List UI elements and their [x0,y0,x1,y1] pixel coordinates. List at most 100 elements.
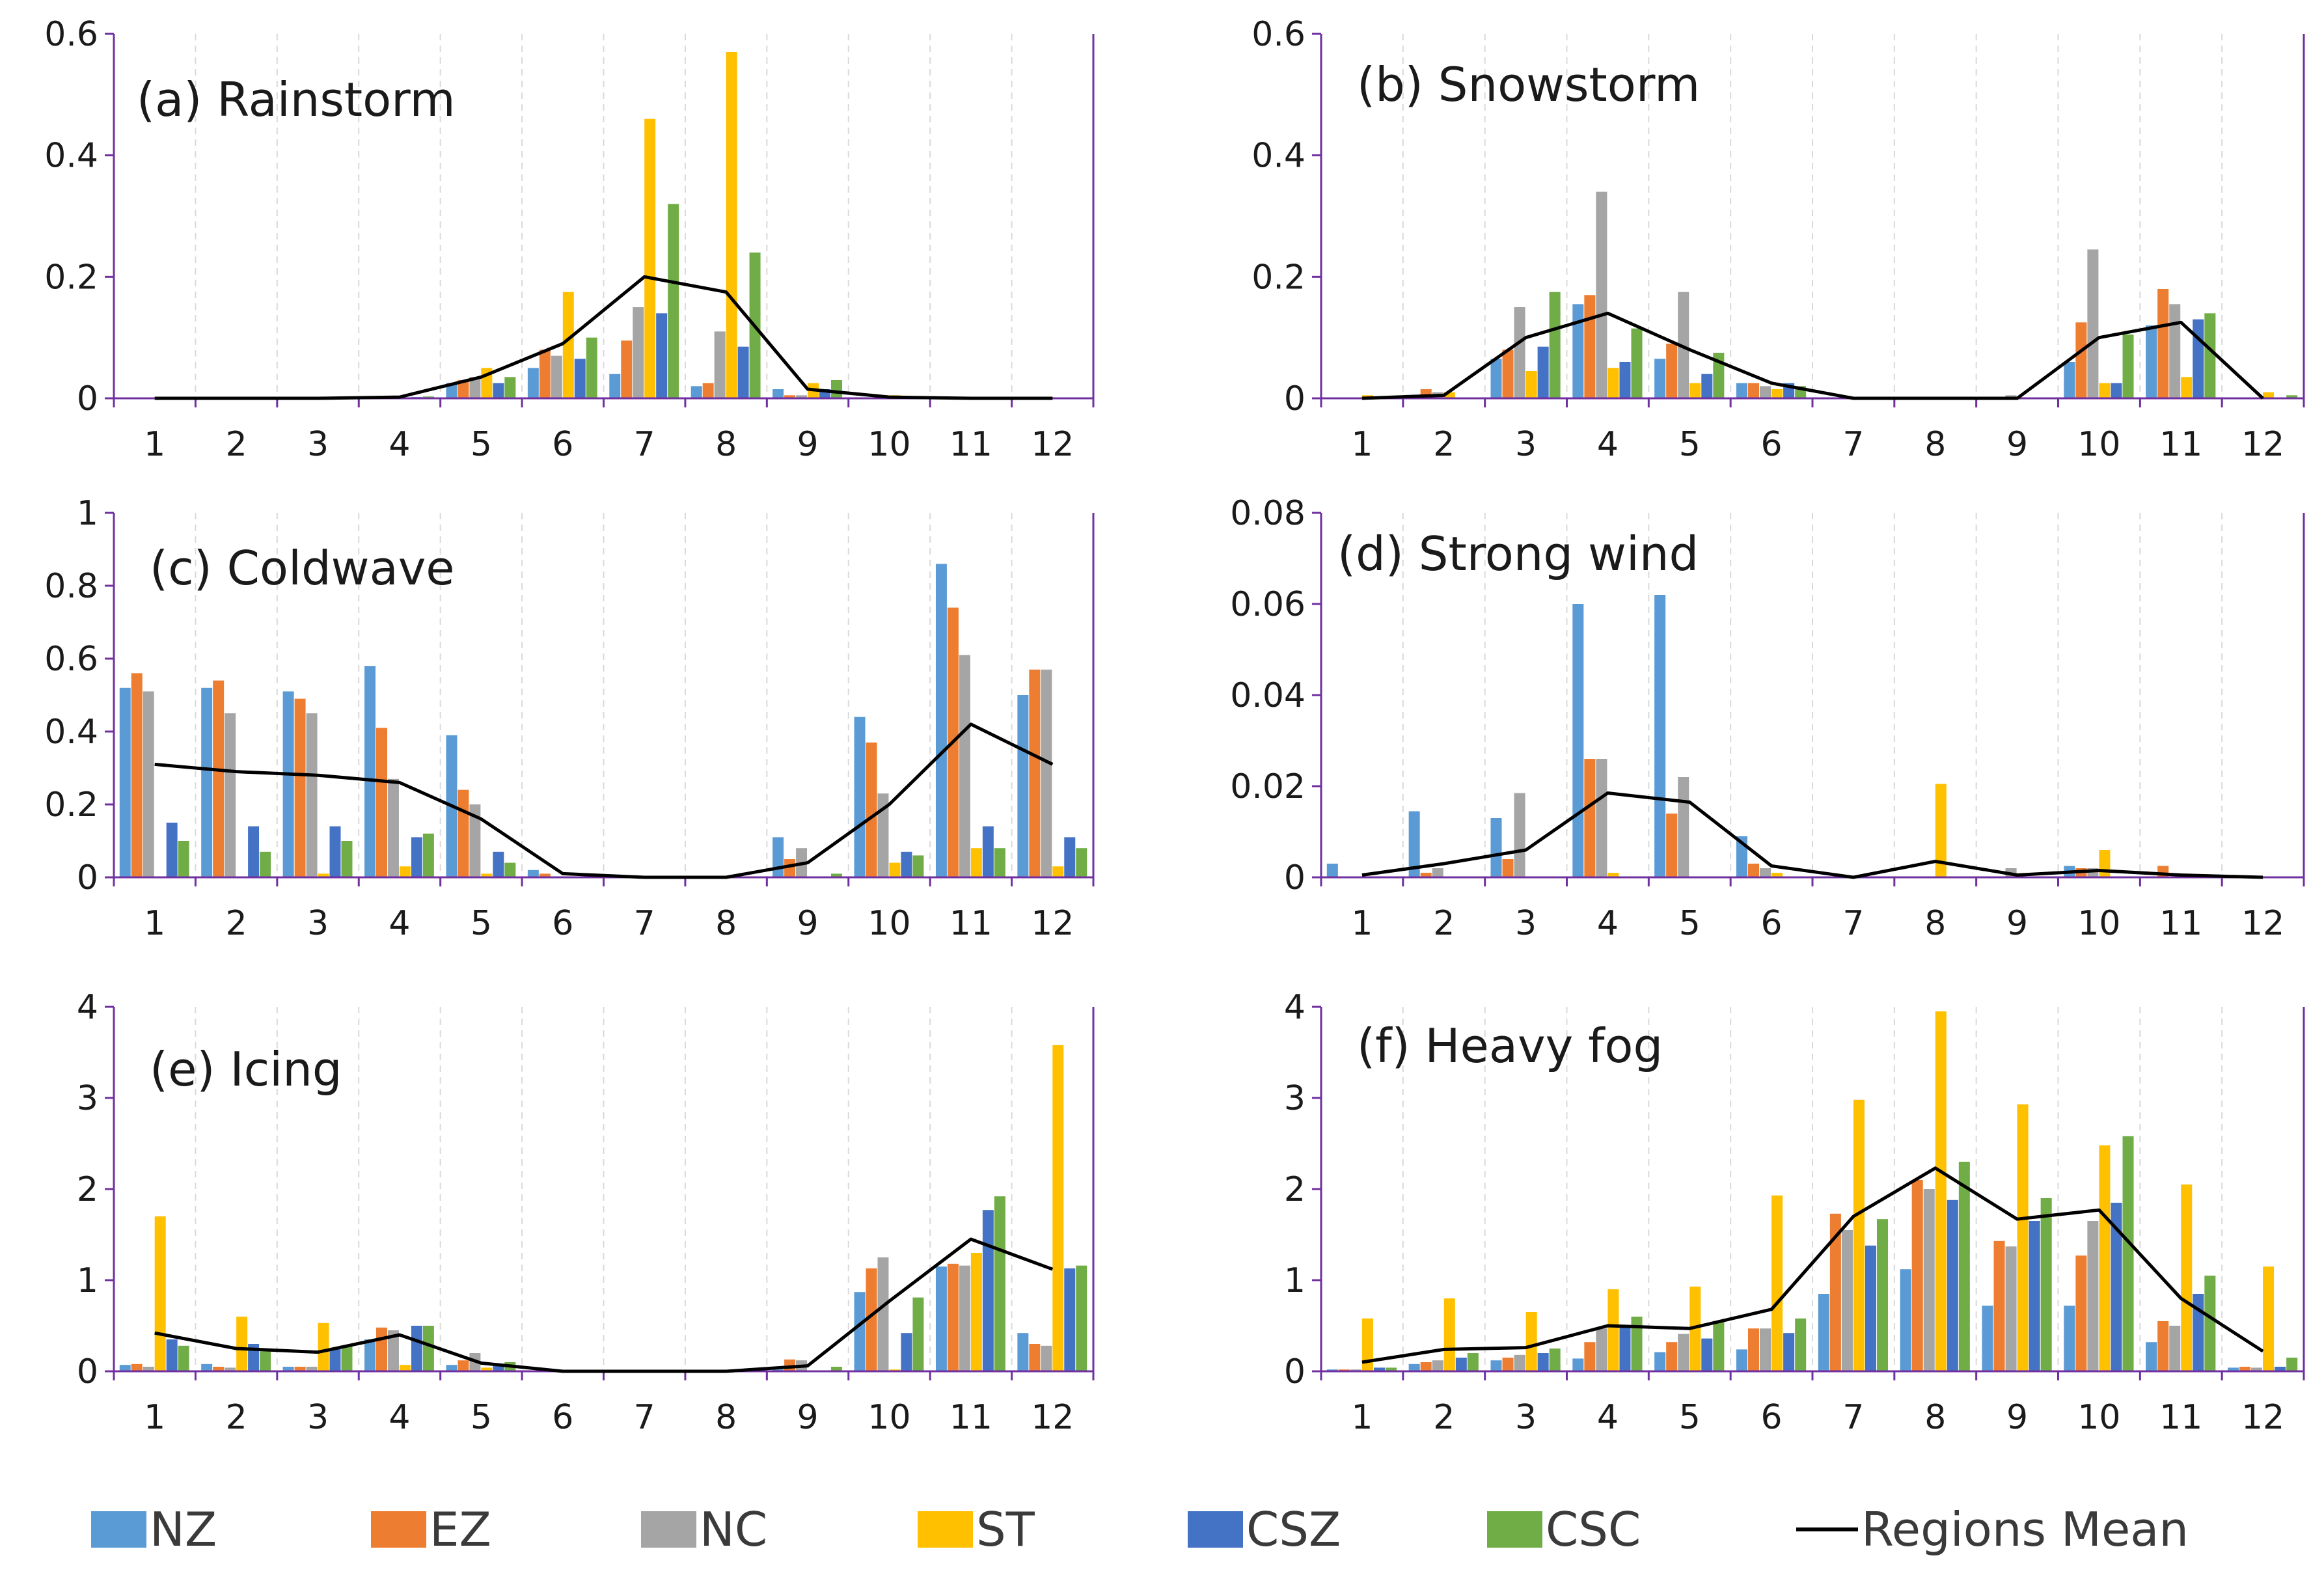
bar-csc-month-3 [341,841,353,877]
x-tick-label: 2 [226,904,247,943]
bar-csc-month-10 [912,1297,924,1371]
bar-ez-month-5 [458,380,469,398]
y-tick-label: 0.6 [44,640,98,679]
y-tick-label: 0.2 [44,258,98,297]
x-tick-label: 12 [2241,425,2284,464]
bar-st-month-6 [1771,1195,1783,1371]
bar-nc-month-1 [143,1367,154,1371]
bar-nc-month-3 [1514,307,1525,398]
bar-nz-month-5 [446,383,458,398]
bar-ez-month-8 [1911,1180,1923,1371]
bar-csc-month-11 [994,1196,1005,1371]
bar-csz-month-1 [166,823,178,877]
bar-st-month-8 [1935,784,1947,877]
bar-ez-month-5 [1666,344,1678,398]
x-tick-label: 1 [1351,904,1373,943]
bar-st-month-12 [1052,1045,1064,1371]
bar-ez-month-3 [1502,1358,1514,1371]
x-tick-label: 9 [2006,904,2028,943]
bar-st-month-6 [1771,389,1783,398]
bar-csz-month-5 [493,383,504,398]
y-tick-label: 0 [77,379,98,418]
y-tick-label: 0.8 [44,567,98,606]
legend-swatch-ez [371,1511,426,1548]
bar-csc-month-5 [504,862,516,877]
bar-ez-month-4 [1584,759,1596,877]
bar-csc-month-3 [1549,1349,1561,1371]
y-tick-label: 2 [77,1170,98,1209]
bar-ez-month-6 [539,873,551,877]
bar-csz-month-3 [329,1349,341,1371]
x-tick-label: 6 [1761,425,1783,464]
bar-st-month-12 [2263,392,2275,398]
legend-swatch-st [918,1511,973,1548]
bar-ez-month-6 [1748,383,1760,398]
bar-ez-month-11 [2157,289,2169,398]
legend-swatch-nz [91,1511,146,1548]
chart-panel-b-snowstorm: 00.20.40.61 2 3 4 5 6 7 8 9 10 11 12(b) Snowstorm [1251,15,2305,464]
bar-csc-month-11 [2204,313,2216,398]
regions-mean-line [154,275,1053,400]
bar-nz-month-5 [1654,359,1666,398]
bar-nz-month-9 [772,389,784,398]
bar-nc-month-9 [796,395,808,398]
x-tick-label: 3 [307,1398,329,1437]
bar-csz-month-9 [2029,1221,2040,1371]
bar-nc-month-6 [551,355,562,398]
bar-st-month-7 [644,118,656,398]
bar-csz-month-10 [901,1333,912,1371]
bar-st-month-5 [481,1367,493,1371]
bar-st-month-5 [481,873,493,877]
bar-nc-month-12 [2251,1367,2263,1371]
panel-title: (b) Snowstorm [1357,57,1700,112]
bar-st-month-10 [2099,1145,2111,1371]
bar-csc-month-5 [1713,1321,1725,1371]
x-tick-label: 8 [715,425,737,464]
bar-ez-month-10 [866,1268,877,1371]
x-tick-label: 6 [552,1398,573,1437]
x-tick-label: 2 [1433,904,1455,943]
bar-nc-month-6 [1760,386,1771,398]
bar-ez-month-12 [2239,1367,2251,1371]
y-tick-label: 0.2 [1251,258,1306,297]
bar-csc-month-12 [2286,1358,2298,1371]
bar-st-month-12 [2263,1267,2275,1371]
bar-ez-month-11 [2157,1321,2169,1371]
bar-csz-month-4 [1619,362,1631,398]
x-tick-label: 5 [471,425,492,464]
bar-nz-month-1 [1326,864,1338,877]
bar-nz-month-2 [201,1363,213,1371]
regions-mean-line [154,1237,1054,1373]
regions-mean-line [1361,791,2263,879]
bar-nz-month-10 [2064,1306,2075,1371]
bar-csz-month-2 [1455,1358,1467,1371]
bar-st-month-4 [1607,873,1619,877]
x-tick-label: 10 [2077,425,2120,464]
x-tick-label: 2 [226,1398,247,1437]
legend-label-nz: NZ [150,1502,217,1557]
bar-csz-month-2 [248,826,260,877]
bar-nz-month-6 [1736,383,1748,398]
x-tick-label: 4 [1597,904,1619,943]
bar-nc-month-5 [469,377,481,398]
bar-st-month-8 [1935,1011,1947,1371]
bar-st-month-4 [399,866,411,877]
bar-nz-month-4 [364,1339,376,1371]
bar-csc-month-2 [260,851,271,877]
bar-ez-month-11 [947,1263,959,1371]
bar-nc-month-5 [469,804,481,877]
bar-nz-month-5 [1654,1352,1666,1371]
bar-nc-month-4 [387,1330,399,1371]
bar-nc-month-6 [1760,868,1771,877]
x-tick-label: 4 [1597,425,1619,464]
y-tick-label: 0.06 [1230,585,1306,624]
x-tick-label: 1 [144,904,165,943]
bar-st-month-9 [2017,1104,2029,1371]
bar-nz-month-10 [854,1292,866,1371]
x-tick-label: 7 [1842,904,1864,943]
bar-ez-month-9 [1993,1240,2005,1371]
bar-csc-month-4 [1631,1317,1643,1371]
bar-ez-month-1 [131,673,143,877]
bar-ez-month-8 [702,383,714,398]
